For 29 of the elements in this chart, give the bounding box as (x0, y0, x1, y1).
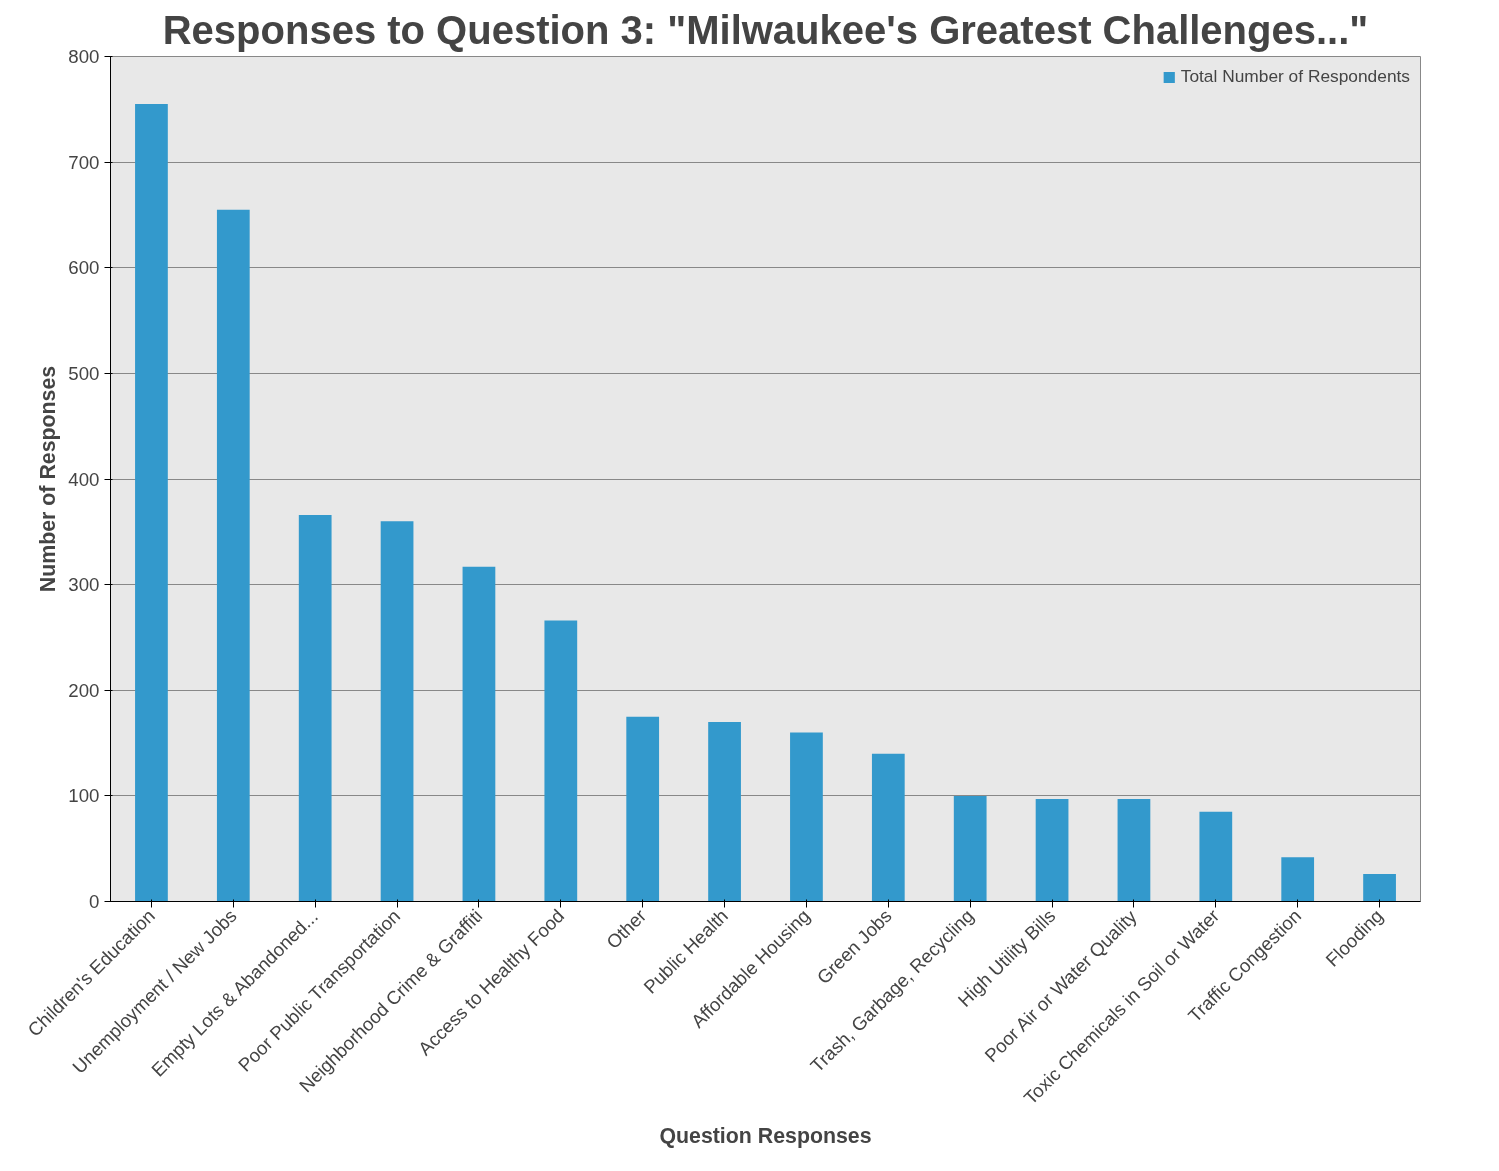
bar (790, 732, 823, 902)
y-tick-label: 600 (68, 257, 100, 279)
bar (1363, 874, 1396, 902)
bar (953, 795, 987, 902)
bar (708, 721, 741, 902)
y-tick-label: 100 (68, 785, 100, 807)
legend-label: Total Number of Respondents (1180, 66, 1410, 87)
y-tick-label: 500 (68, 362, 100, 384)
bar (462, 566, 496, 902)
y-tick-label: 300 (68, 574, 100, 596)
bar (1199, 811, 1233, 902)
y-tick-label: 200 (68, 679, 100, 701)
bar (871, 753, 905, 902)
bar (626, 716, 660, 902)
bar (380, 521, 414, 902)
bar (216, 209, 250, 902)
bar (298, 514, 332, 902)
bar (1035, 799, 1069, 902)
y-tick-label: 800 (68, 46, 100, 67)
y-tick-label: 400 (68, 468, 100, 490)
bar (135, 104, 168, 902)
x-axis-title: Question Responses (659, 1124, 872, 1148)
bar (1281, 857, 1315, 902)
chart-title: Responses to Question 3: "Milwaukee's Greatest Challenges..." (162, 7, 1369, 52)
y-axis-title: Number of Responses (36, 365, 61, 593)
y-tick-label: 0 (89, 891, 100, 912)
bar (1117, 799, 1151, 902)
y-tick-label: 700 (68, 151, 100, 173)
bar (544, 620, 578, 902)
